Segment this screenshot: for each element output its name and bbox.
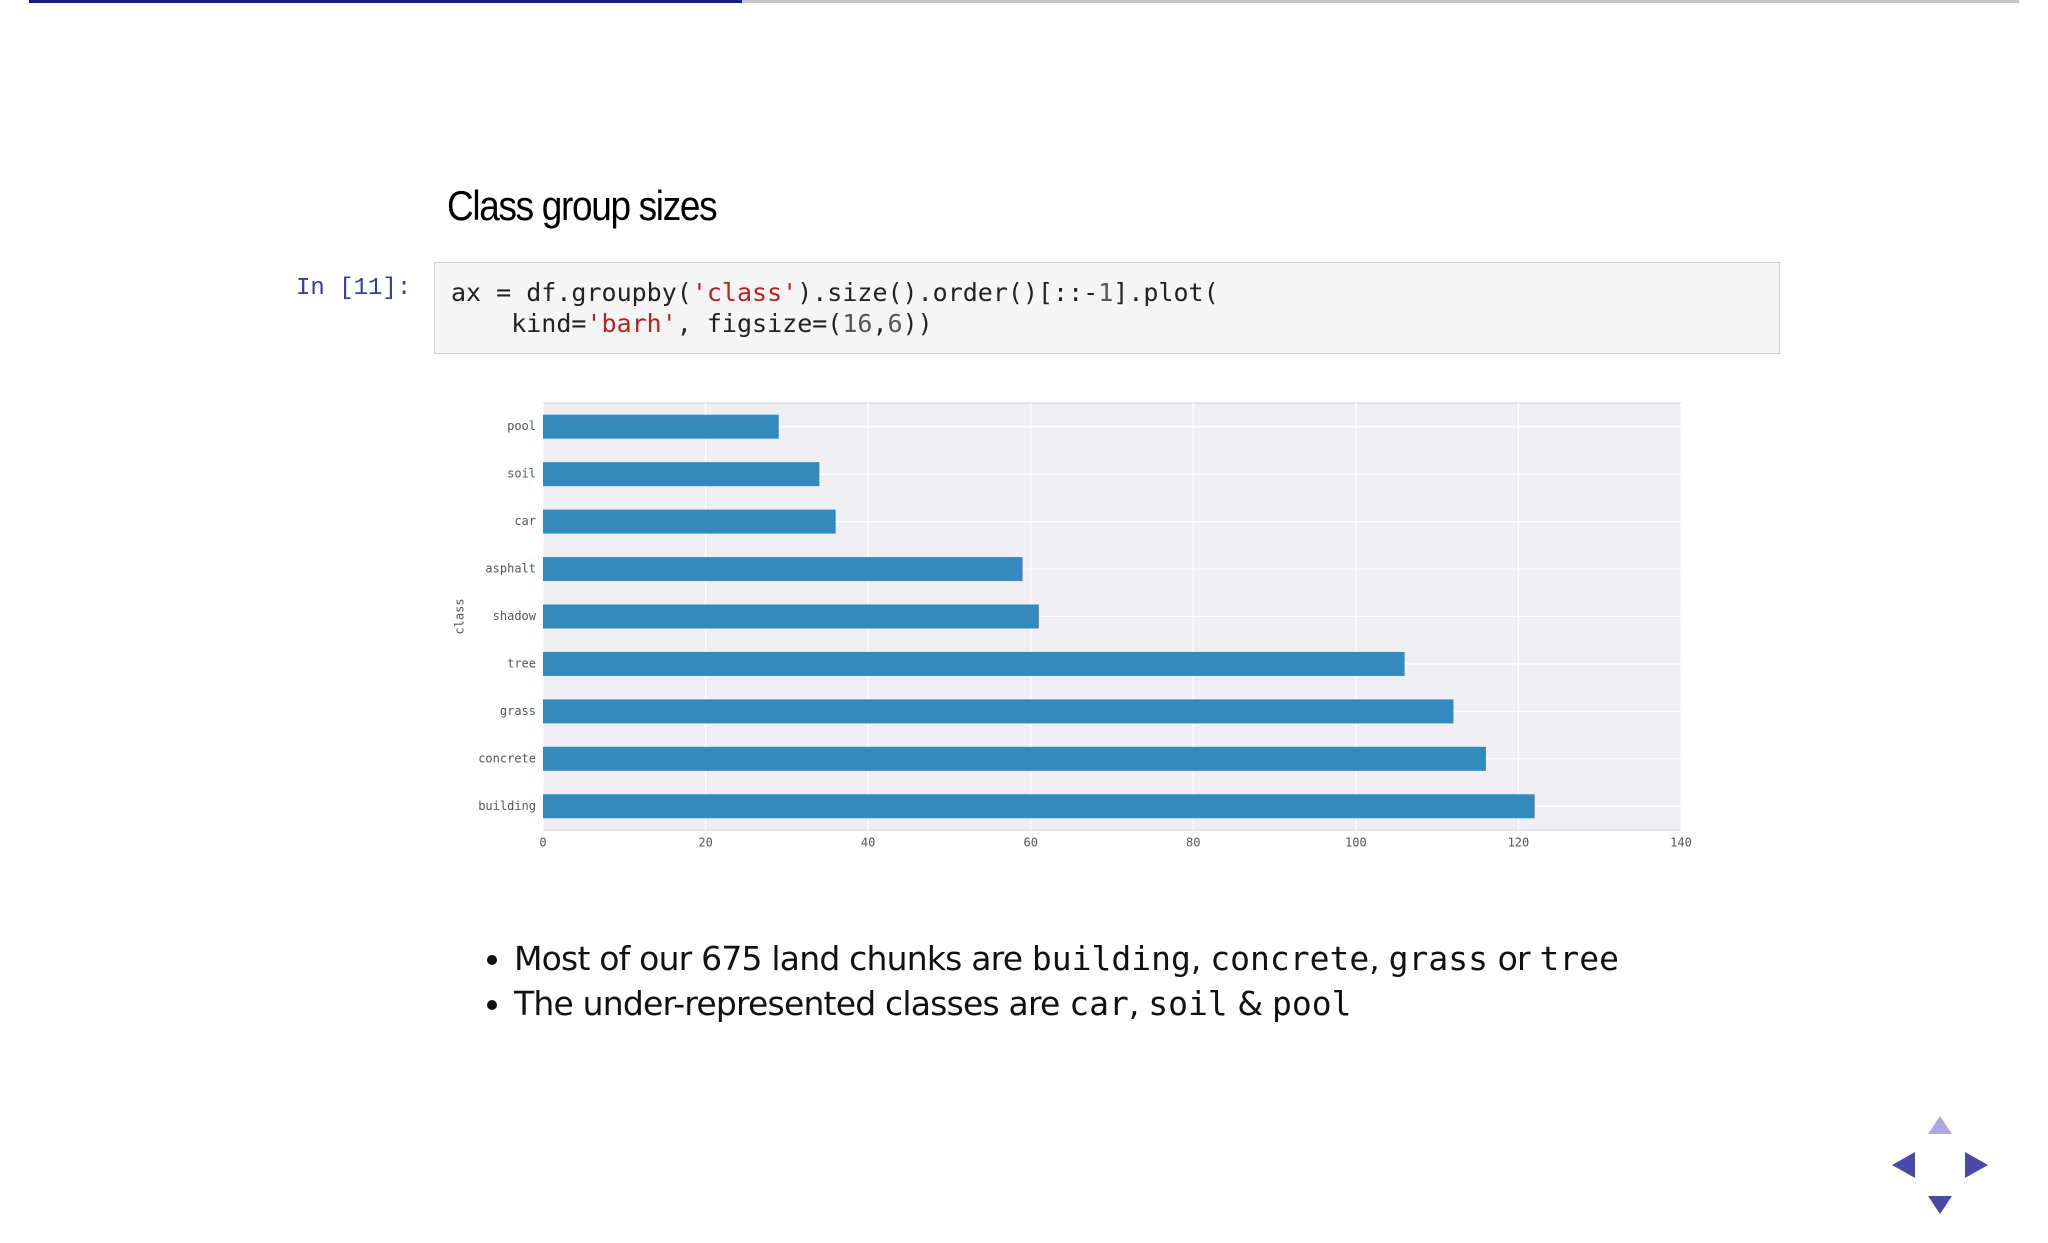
code-token: 6 xyxy=(887,309,903,338)
bullet-text: Most of our 675 land chunks are xyxy=(514,939,1032,978)
y-tick-label: shadow xyxy=(493,609,537,623)
y-axis-label: class xyxy=(453,598,467,634)
x-tick-label: 40 xyxy=(861,836,875,850)
x-tick-label: 140 xyxy=(1670,836,1692,850)
bar xyxy=(543,509,836,534)
nav-down[interactable] xyxy=(1928,1196,1952,1214)
bullet-text: , xyxy=(1128,984,1149,1023)
code-word: grass xyxy=(1388,939,1488,978)
code-token: , xyxy=(872,309,888,338)
bar xyxy=(543,462,820,487)
code-token: ).size().order()[::- xyxy=(797,278,1099,307)
y-tick-label: grass xyxy=(500,704,536,718)
bar xyxy=(543,557,1023,582)
bar xyxy=(543,604,1039,629)
bullet: Most of our 675 land chunks are building… xyxy=(514,936,1619,981)
x-tick-label: 60 xyxy=(1023,836,1037,850)
code-word: soil xyxy=(1148,984,1228,1023)
slide-title: Class group sizes xyxy=(447,182,718,229)
code-token: ax = df.groupby( xyxy=(451,278,692,307)
y-tick-label: pool xyxy=(507,419,536,433)
code-word: concrete xyxy=(1210,939,1370,978)
code-token: 'barh' xyxy=(586,309,677,338)
bullet-text: & xyxy=(1227,984,1272,1023)
navigation xyxy=(1892,1116,1988,1214)
x-tick-label: 100 xyxy=(1345,836,1367,850)
code-token: , figsize=( xyxy=(676,309,843,338)
x-tick-label: 20 xyxy=(698,836,712,850)
bullet-text: The under-represented classes are xyxy=(514,984,1070,1023)
code-token: kind= xyxy=(451,309,587,338)
code-word: pool xyxy=(1272,984,1352,1023)
cell-prompt: In [11]: xyxy=(296,275,412,302)
nav-left[interactable] xyxy=(1892,1152,1915,1178)
progress-bar xyxy=(29,0,2019,3)
code-token: ].plot( xyxy=(1113,278,1219,307)
code-word: tree xyxy=(1539,939,1619,978)
bullet-text: , xyxy=(1190,939,1211,978)
y-tick-label: soil xyxy=(507,467,536,481)
y-tick-label: asphalt xyxy=(485,562,536,576)
bullet-text: , xyxy=(1369,939,1389,978)
code-token: )) xyxy=(902,309,933,338)
y-tick-label: tree xyxy=(507,656,536,670)
nav-up[interactable] xyxy=(1928,1116,1952,1134)
bar xyxy=(543,414,779,439)
bullet-list: Most of our 675 land chunks are building… xyxy=(480,936,1619,1026)
bar xyxy=(543,746,1486,771)
bar xyxy=(543,794,1535,819)
y-tick-label: car xyxy=(514,514,536,528)
nav-right[interactable] xyxy=(1965,1152,1988,1178)
bar xyxy=(543,651,1405,676)
code-token: 'class' xyxy=(691,278,798,307)
y-tick-label: building xyxy=(478,799,536,813)
code-line: ax = df.groupby('class').size().order()[… xyxy=(451,277,1763,308)
bullet-text: or xyxy=(1487,939,1540,978)
x-tick-label: 0 xyxy=(539,836,546,850)
code-token: 16 xyxy=(842,309,873,338)
x-tick-label: 120 xyxy=(1508,836,1530,850)
bar xyxy=(543,699,1454,724)
x-tick-label: 80 xyxy=(1186,836,1200,850)
code-token: 1 xyxy=(1098,278,1114,307)
bullet: The under-represented classes are car, s… xyxy=(514,981,1619,1026)
progress xyxy=(29,0,742,3)
y-tick-label: concrete xyxy=(478,751,536,765)
code-cell[interactable]: ax = df.groupby('class').size().order()[… xyxy=(434,262,1780,354)
code-line: kind='barh', figsize=(16,6)) xyxy=(451,308,1763,339)
code-word: car xyxy=(1069,984,1129,1023)
code-word: building xyxy=(1031,939,1191,978)
